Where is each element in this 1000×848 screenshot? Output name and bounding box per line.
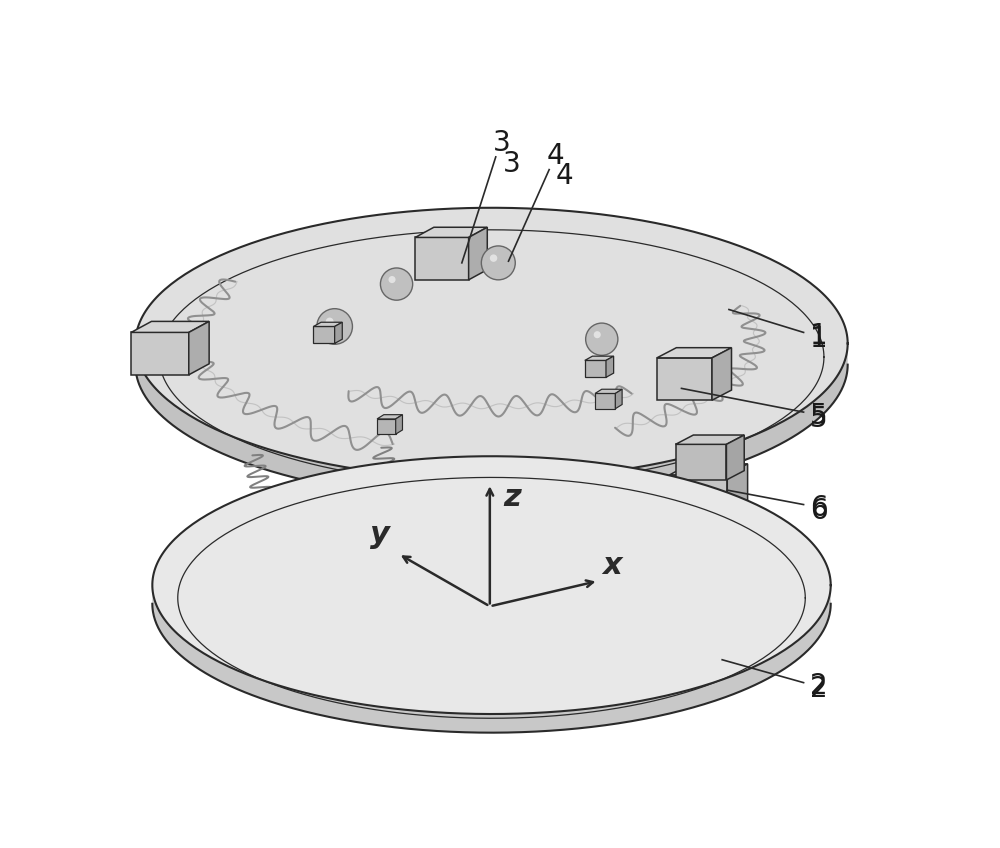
Polygon shape — [727, 464, 748, 519]
Polygon shape — [131, 332, 189, 375]
Circle shape — [490, 254, 497, 262]
Polygon shape — [657, 348, 732, 358]
Circle shape — [388, 276, 396, 283]
Polygon shape — [657, 358, 712, 400]
Polygon shape — [135, 343, 848, 500]
Polygon shape — [676, 435, 744, 444]
Polygon shape — [712, 348, 732, 400]
Text: 2: 2 — [810, 675, 828, 704]
Text: 6: 6 — [810, 497, 828, 526]
Polygon shape — [377, 419, 396, 434]
Ellipse shape — [135, 208, 848, 479]
Text: 3: 3 — [503, 149, 520, 178]
Text: 4: 4 — [547, 142, 564, 170]
Polygon shape — [377, 415, 402, 419]
Polygon shape — [670, 464, 748, 475]
Polygon shape — [415, 237, 469, 280]
Polygon shape — [396, 415, 402, 434]
Polygon shape — [595, 393, 615, 409]
Text: 1: 1 — [810, 321, 828, 350]
Polygon shape — [670, 475, 727, 519]
Text: 1: 1 — [810, 325, 828, 354]
Ellipse shape — [152, 456, 831, 714]
Circle shape — [326, 318, 334, 326]
Polygon shape — [585, 356, 614, 360]
Text: z: z — [503, 483, 521, 512]
Circle shape — [586, 323, 618, 355]
Polygon shape — [313, 326, 335, 343]
Text: 5: 5 — [810, 404, 828, 433]
Polygon shape — [585, 360, 606, 377]
Circle shape — [380, 268, 413, 300]
Polygon shape — [676, 444, 726, 480]
Text: 3: 3 — [493, 129, 511, 157]
Polygon shape — [469, 227, 487, 280]
Polygon shape — [415, 227, 487, 237]
Text: x: x — [602, 551, 621, 580]
Polygon shape — [606, 356, 614, 377]
Circle shape — [317, 309, 352, 344]
Text: y: y — [370, 520, 390, 549]
Polygon shape — [335, 322, 342, 343]
Polygon shape — [615, 389, 622, 409]
Circle shape — [594, 332, 601, 338]
Circle shape — [481, 246, 515, 280]
Polygon shape — [313, 322, 342, 326]
Text: 4: 4 — [556, 162, 574, 191]
Polygon shape — [189, 321, 209, 375]
Polygon shape — [595, 389, 622, 393]
Polygon shape — [152, 585, 831, 733]
Polygon shape — [726, 435, 744, 480]
Polygon shape — [131, 321, 209, 332]
Text: 2: 2 — [810, 672, 828, 700]
Text: 5: 5 — [810, 401, 828, 430]
Text: 6: 6 — [810, 494, 828, 522]
